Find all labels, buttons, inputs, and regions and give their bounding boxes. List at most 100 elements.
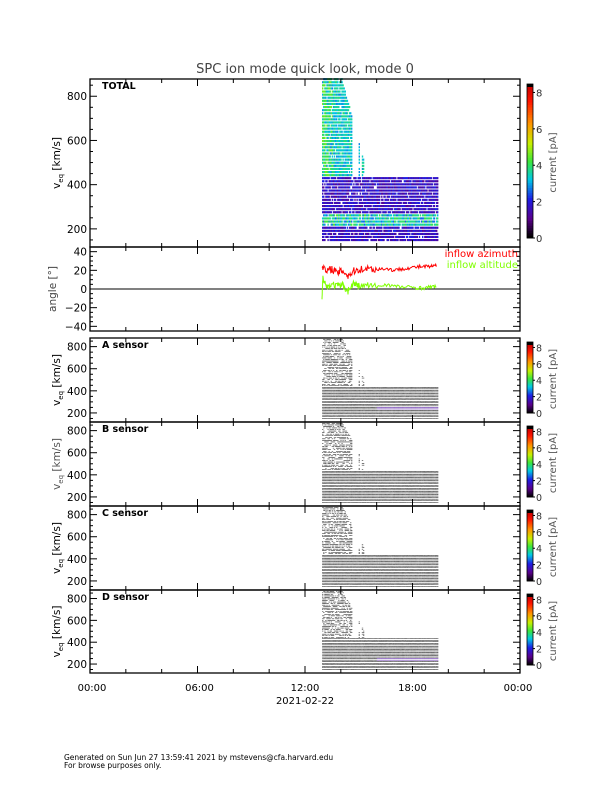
spectrogram-cell bbox=[340, 136, 342, 139]
spectrogram-cell bbox=[431, 198, 434, 201]
spectrogram-cell bbox=[354, 393, 356, 394]
spectrogram-cell bbox=[325, 388, 327, 390]
spectrogram-cell bbox=[425, 226, 427, 229]
spectrogram-cell bbox=[346, 183, 349, 186]
spectrogram-cell bbox=[342, 127, 344, 130]
spectrogram-cell bbox=[328, 340, 330, 342]
spectrogram-cell bbox=[330, 93, 332, 96]
spectrogram-cell bbox=[423, 226, 425, 229]
spectrogram-cell bbox=[342, 232, 344, 235]
spectrogram-cell bbox=[345, 192, 348, 195]
spectrogram-cell bbox=[323, 133, 325, 136]
spectrogram-cell bbox=[373, 407, 375, 408]
spectrogram-cell bbox=[343, 416, 345, 417]
spectrogram-cell bbox=[341, 399, 343, 400]
spectrogram-cell bbox=[379, 402, 381, 403]
spectrogram-cell bbox=[334, 404, 337, 405]
spectrogram-cell bbox=[382, 208, 384, 211]
spectrogram-cell bbox=[376, 201, 379, 204]
spectrogram-cell bbox=[404, 183, 407, 186]
spectrogram-cell bbox=[417, 201, 420, 204]
spectrogram-cell bbox=[373, 411, 375, 413]
spectrogram-cell bbox=[341, 368, 343, 369]
spectrogram-cell bbox=[356, 186, 358, 189]
colorbar-cell bbox=[527, 134, 533, 138]
spectrogram-cell bbox=[355, 391, 357, 393]
spectrogram-cell bbox=[369, 235, 371, 238]
spectrogram-cell bbox=[357, 387, 359, 388]
spectrogram-cell bbox=[347, 360, 350, 362]
spectrogram-cell bbox=[346, 413, 349, 414]
colorbar-cell bbox=[527, 152, 533, 156]
spectrogram-cell bbox=[371, 195, 373, 198]
spectrogram-cell bbox=[395, 226, 397, 229]
spectrogram-cell bbox=[341, 152, 343, 155]
spectrogram-cell bbox=[322, 146, 324, 149]
spectrogram-cell bbox=[400, 195, 402, 198]
spectrogram-cell bbox=[387, 387, 389, 388]
spectrogram-cell bbox=[339, 353, 341, 354]
spectrogram-cell bbox=[410, 226, 412, 229]
spectrogram-cell bbox=[345, 124, 348, 127]
spectrogram-cell bbox=[323, 198, 325, 201]
spectrogram-cell bbox=[346, 177, 349, 180]
spectrogram-cell bbox=[405, 205, 408, 208]
spectrogram-cell bbox=[397, 195, 399, 198]
colorbar-cell bbox=[527, 227, 533, 231]
spectrogram-cell bbox=[347, 385, 350, 386]
spectrogram-cell bbox=[358, 158, 360, 161]
spectrogram-cell bbox=[355, 408, 357, 410]
colorbar-cell bbox=[527, 192, 533, 196]
spectrogram-cell bbox=[338, 402, 340, 403]
spectrogram-cell bbox=[345, 106, 348, 109]
spectrogram-cell bbox=[326, 360, 328, 362]
spectrogram-cell bbox=[360, 413, 363, 414]
spectrogram-cell bbox=[333, 174, 336, 177]
spectrogram-cell bbox=[350, 385, 352, 386]
spectrogram-cell bbox=[340, 408, 342, 410]
spectrogram-cell bbox=[322, 351, 324, 352]
spectrogram-cell bbox=[329, 363, 331, 365]
spectrogram-cell bbox=[344, 343, 346, 345]
spectrogram-cell bbox=[375, 189, 378, 192]
spectrogram-cell bbox=[344, 410, 346, 411]
spectrogram-cell bbox=[353, 235, 355, 238]
spectrogram-cell bbox=[371, 198, 373, 201]
legend-azimuth: inflow azimuth bbox=[445, 249, 518, 260]
spectrogram-cell bbox=[426, 192, 428, 195]
spectrogram-cell bbox=[359, 397, 361, 399]
spectrogram-cell bbox=[401, 208, 403, 211]
spectrogram-cell bbox=[365, 198, 367, 201]
spectrogram-cell bbox=[379, 217, 381, 220]
spectrogram-cell bbox=[385, 192, 387, 195]
spectrogram-cell bbox=[329, 189, 331, 192]
spectrogram-cell bbox=[328, 410, 330, 411]
spectrogram-cell bbox=[365, 192, 367, 195]
spectrogram-cell bbox=[356, 195, 358, 198]
spectrogram-cell bbox=[344, 397, 346, 399]
spectrogram-cell bbox=[328, 133, 330, 136]
spectrogram-cell bbox=[347, 399, 350, 400]
spectrogram-cell bbox=[357, 411, 359, 413]
spectrogram-cell bbox=[413, 223, 415, 226]
spectrogram-cell bbox=[352, 410, 354, 411]
spectrogram-cell bbox=[376, 223, 379, 226]
spectrogram-cell bbox=[355, 223, 357, 226]
spectrogram-cell bbox=[390, 198, 393, 201]
spectrogram-cell bbox=[429, 195, 431, 198]
spectrogram-cell bbox=[346, 405, 349, 407]
spectrogram-cell bbox=[328, 189, 330, 192]
spectrogram-cell bbox=[365, 411, 367, 413]
spectrogram-cell bbox=[360, 401, 363, 402]
spectrogram-cell bbox=[390, 411, 393, 413]
spectrogram-cell bbox=[337, 407, 339, 408]
spectrogram-cell bbox=[414, 232, 416, 235]
spectrogram-cell bbox=[331, 360, 334, 362]
spectrogram-cell bbox=[347, 158, 350, 161]
spectrogram-cell bbox=[403, 186, 406, 189]
spectrogram-cell bbox=[387, 396, 389, 397]
spectrogram-cell bbox=[381, 177, 383, 180]
spectrogram-cell bbox=[327, 183, 329, 186]
spectrogram-cell bbox=[327, 232, 329, 235]
spectrogram-cell bbox=[427, 183, 429, 186]
